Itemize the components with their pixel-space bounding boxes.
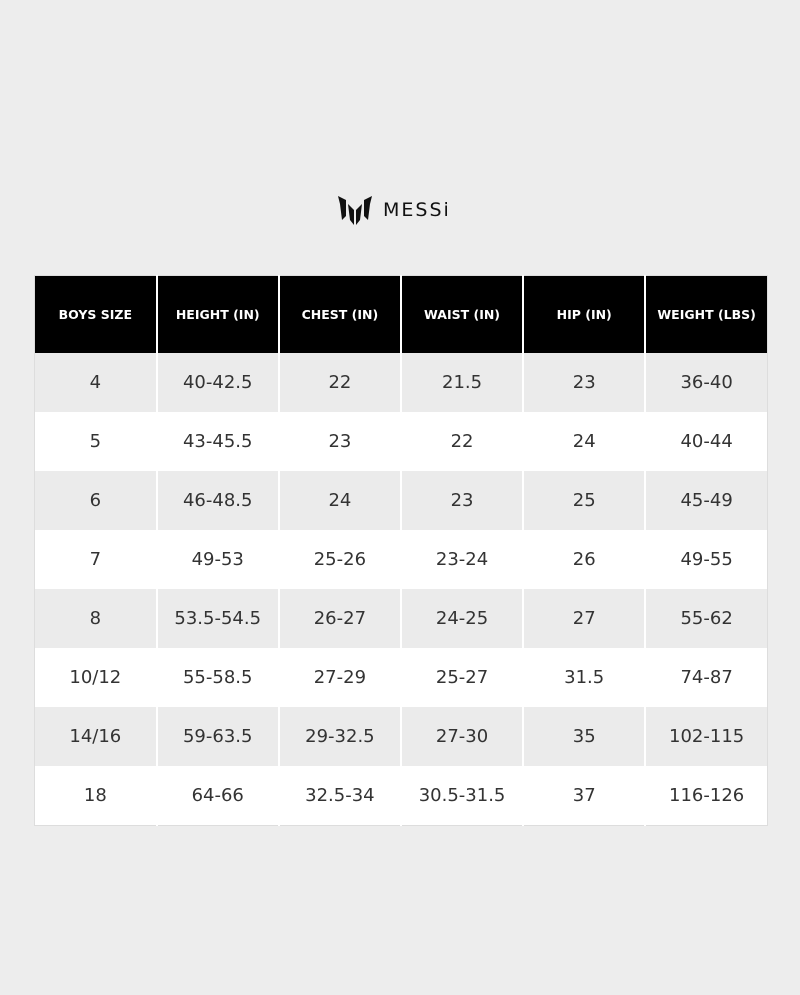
table-cell: 32.5-34 <box>277 766 401 826</box>
table-cell: 24 <box>277 471 401 530</box>
table-row: 5 43-45.5 23 22 24 40-44 <box>35 412 768 471</box>
table-cell: 27 <box>522 589 646 648</box>
table-cell: 27-30 <box>399 707 524 766</box>
table-cell: 55-58.5 <box>155 648 279 707</box>
table-cell: 27-29 <box>277 648 401 707</box>
table-cell: 10/12 <box>69 667 122 688</box>
column-header: HEIGHT (IN) <box>155 275 279 353</box>
column-header: WAIST (IN) <box>399 275 524 353</box>
brand-name: MESSi <box>383 199 451 221</box>
table-row: 6 46-48.5 24 23 25 45-49 <box>34 471 768 530</box>
table-row: 8 53.5-54.5 26-27 24-25 27 55-62 <box>34 589 768 648</box>
table-cell: 29-32.5 <box>277 707 401 766</box>
table-cell: 26-27 <box>277 589 401 648</box>
table-cell: 21.5 <box>399 353 524 412</box>
table-cell: 24 <box>522 412 646 471</box>
table-cell: 22 <box>277 353 401 412</box>
table-cell: 40-42.5 <box>155 353 279 412</box>
table-cell: 7 <box>89 549 102 570</box>
table-cell: 53.5-54.5 <box>155 589 279 648</box>
table-cell: 116-126 <box>644 766 768 826</box>
table-cell: 49-55 <box>644 530 768 589</box>
table-cell: 4 <box>34 353 157 412</box>
messi-logo-icon <box>338 196 372 225</box>
table-cell: 26 <box>522 530 646 589</box>
table-cell: 25 <box>522 471 646 530</box>
table-cell: 45-49 <box>644 471 768 530</box>
table-cell: 8 <box>34 589 157 648</box>
table-cell: 55-62 <box>644 589 768 648</box>
table-cell: 36-40 <box>644 353 768 412</box>
table-cell: 64-66 <box>155 766 279 826</box>
table-cell: 102-115 <box>644 707 768 766</box>
table-cell: 43-45.5 <box>155 412 279 471</box>
table-cell: 37 <box>522 766 646 826</box>
table-row: 18 64-66 32.5-34 30.5-31.5 37 116-126 <box>35 766 768 826</box>
table-cell: 18 <box>83 785 107 806</box>
table-cell: 24-25 <box>399 589 524 648</box>
table-cell: 31.5 <box>522 648 646 707</box>
table-cell: 23-24 <box>399 530 524 589</box>
table-cell: 23 <box>277 412 401 471</box>
table-cell: 30.5-31.5 <box>399 766 524 826</box>
table-cell: 25-26 <box>277 530 401 589</box>
column-header: WEIGHT (LBS) <box>644 275 768 353</box>
table-cell: 22 <box>399 412 524 471</box>
table-cell: 23 <box>399 471 524 530</box>
table-cell: 40-44 <box>644 412 768 471</box>
brand-logo: MESSi <box>337 194 451 226</box>
header-row: BOYS SIZE HEIGHT (IN) CHEST (IN) WAIST (IN)… <box>34 275 768 353</box>
table-cell: 6 <box>34 471 157 530</box>
table-cell: 46-48.5 <box>155 471 279 530</box>
table-row: 10/12 55-58.5 27-29 25-27 31.5 74-87 <box>35 648 768 707</box>
table-cell: 74-87 <box>644 648 768 707</box>
column-header: HIP (IN) <box>522 275 646 353</box>
size-chart-table: BOYS SIZE HEIGHT (IN) CHEST (IN) WAIST (IN)… <box>34 275 768 826</box>
table-cell: 5 <box>89 431 102 452</box>
table-cell: 14/16 <box>34 707 157 766</box>
table-cell: 25-27 <box>399 648 524 707</box>
column-header: BOYS SIZE <box>34 275 157 353</box>
table-cell: 23 <box>522 353 646 412</box>
table-cell: 35 <box>522 707 646 766</box>
table-cell: 59-63.5 <box>155 707 279 766</box>
column-header: CHEST (IN) <box>277 275 401 353</box>
table-cell: 49-53 <box>155 530 279 589</box>
table-row: 7 49-53 25-26 23-24 26 49-55 <box>35 530 768 589</box>
table-row: 4 40-42.5 22 21.5 23 36-40 <box>34 353 768 412</box>
table-row: 14/16 59-63.5 29-32.5 27-30 35 102-115 <box>34 707 768 766</box>
